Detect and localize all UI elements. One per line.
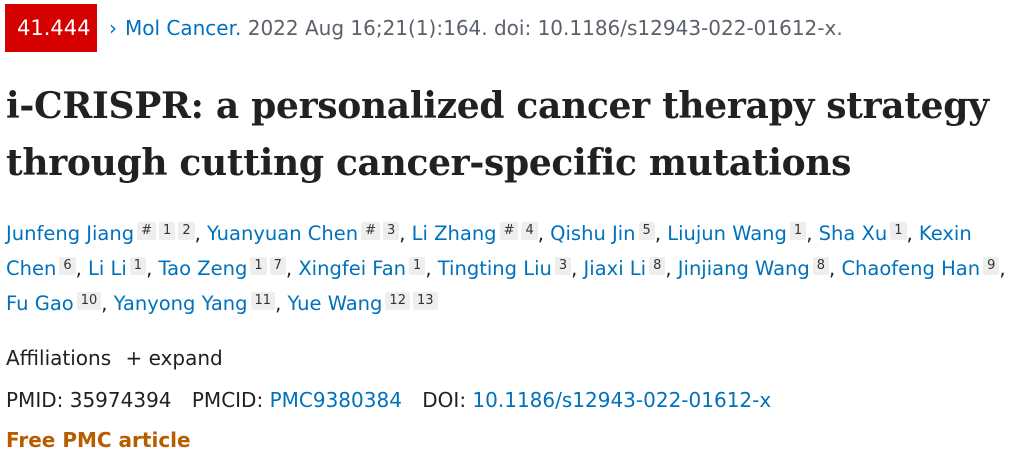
separator: , — [665, 257, 678, 280]
author-link[interactable]: Qishu Jin — [550, 222, 636, 245]
article-title: i-CRISPR: a personalized cancer therapy … — [6, 85, 989, 184]
author-link[interactable]: Junfeng Jiang — [6, 222, 135, 245]
impact-factor-badge: 41.444 — [5, 4, 97, 52]
affiliation-ref[interactable]: 1 — [789, 222, 807, 240]
affiliation-ref[interactable]: 11 — [250, 292, 276, 310]
separator: , — [829, 257, 842, 280]
affiliation-ref[interactable]: 1 — [890, 222, 907, 240]
affiliation-ref[interactable]: 6 — [59, 257, 76, 275]
doi-label: DOI: — [422, 388, 467, 412]
author-link[interactable]: Sha Xu — [818, 222, 888, 245]
author-link[interactable]: Li Li — [88, 257, 127, 280]
author-link[interactable]: Kexin Chen — [6, 222, 972, 280]
affiliation-ref[interactable]: 1 — [250, 257, 267, 275]
citation: › Mol Cancer. 2022 Aug 16;21(1):164. doi:… — [109, 16, 843, 40]
separator: , — [654, 222, 668, 245]
affiliations-label: Affiliations — [6, 346, 112, 370]
author-link[interactable]: Liujun Wang — [667, 222, 787, 245]
expand-affiliations-button[interactable]: + expand — [125, 346, 223, 370]
separator: , — [285, 257, 299, 280]
separator: , — [906, 222, 919, 245]
affiliation-ref[interactable]: 3 — [554, 257, 572, 275]
affiliation-ref[interactable]: 2 — [178, 222, 195, 240]
affiliation-ref[interactable]: 12 — [385, 292, 410, 310]
author-link[interactable]: Yuanyuan Chen — [207, 222, 359, 245]
separator: , — [425, 257, 438, 280]
affiliation-ref[interactable]: 4 — [521, 222, 538, 240]
equal-contribution-marker[interactable]: # — [137, 222, 157, 240]
author-link[interactable]: Fu Gao — [6, 292, 74, 315]
citation-details: 2022 Aug 16;21(1):164. doi: 10.1186/s129… — [247, 16, 843, 40]
separator: , — [571, 257, 584, 280]
separator: , — [146, 257, 159, 280]
affiliation-ref[interactable]: 13 — [412, 292, 438, 310]
chevron-right-icon: › — [109, 16, 117, 40]
affiliation-ref[interactable]: 10 — [76, 292, 102, 310]
separator: , — [399, 222, 412, 245]
pmid-value: 35974394 — [69, 388, 172, 412]
affiliation-ref[interactable]: 1 — [159, 222, 176, 240]
author-link[interactable]: Chaofeng Han — [841, 257, 981, 280]
identifiers-row: PMID: 35974394 PMCID: PMC9380384 DOI: 10… — [6, 388, 771, 412]
equal-contribution-marker[interactable]: # — [361, 222, 380, 240]
author-link[interactable]: Xingfei Fan — [298, 257, 407, 280]
free-pmc-article-label: Free PMC article — [6, 428, 191, 452]
author-link[interactable]: Tingting Liu — [437, 257, 552, 280]
author-link[interactable]: Yue Wang — [287, 292, 383, 315]
affiliation-ref[interactable]: 5 — [638, 222, 655, 240]
separator: , — [537, 222, 551, 245]
separator: , — [999, 257, 1006, 280]
equal-contribution-marker[interactable]: # — [499, 222, 519, 240]
author-link[interactable]: Jinjiang Wang — [677, 257, 810, 280]
affiliation-ref[interactable]: 1 — [409, 257, 426, 275]
doi-link[interactable]: 10.1186/s12943-022-01612-x — [472, 388, 772, 412]
affiliation-ref[interactable]: 7 — [269, 257, 286, 275]
pmid-label: PMID: — [6, 388, 64, 412]
affiliation-ref[interactable]: 9 — [983, 257, 1000, 275]
author-list: Junfeng Jiang #1 2, Yuanyuan Chen #3, Li Zh… — [6, 216, 1016, 321]
pmcid-label: PMCID: — [191, 388, 264, 412]
citation-header: 41.444 › Mol Cancer. 2022 Aug 16;21(1):16… — [5, 4, 843, 52]
affiliations-row: Affiliations + expand — [6, 346, 223, 370]
separator: , — [75, 257, 89, 280]
author-link[interactable]: Li Zhang — [411, 222, 497, 245]
separator: , — [275, 292, 288, 315]
separator: , — [806, 222, 819, 245]
journal-link[interactable]: Mol Cancer. — [125, 16, 242, 40]
affiliation-ref[interactable]: 1 — [129, 257, 147, 275]
author-link[interactable]: Tao Zeng — [158, 257, 248, 280]
separator: , — [194, 222, 207, 245]
pmcid-link[interactable]: PMC9380384 — [269, 388, 402, 412]
affiliation-ref[interactable]: 3 — [382, 222, 400, 240]
affiliation-ref[interactable]: 8 — [812, 257, 830, 275]
author-link[interactable]: Jiaxi Li — [583, 257, 647, 280]
author-link[interactable]: Yanyong Yang — [113, 292, 248, 315]
separator: , — [101, 292, 114, 315]
affiliation-ref[interactable]: 8 — [649, 257, 666, 275]
